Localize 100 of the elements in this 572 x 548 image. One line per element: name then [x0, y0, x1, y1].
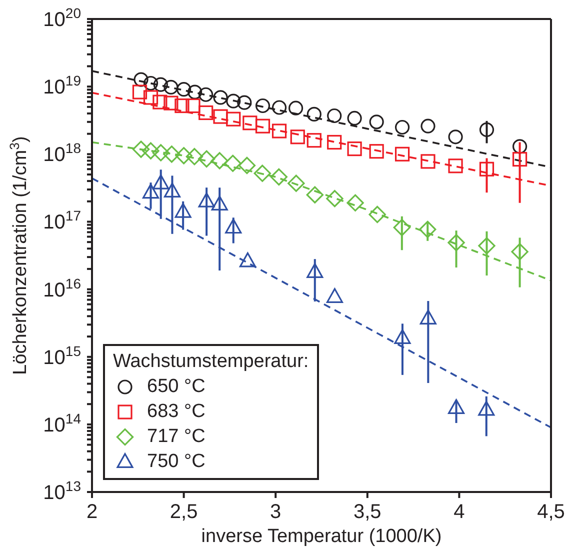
point [270, 168, 288, 186]
point [226, 112, 241, 126]
point [152, 94, 168, 110]
point [176, 82, 192, 97]
point [448, 130, 463, 144]
point [288, 100, 304, 116]
legend-title: Wachstumstemperatur: [113, 351, 309, 372]
point [272, 124, 287, 138]
point [326, 288, 343, 303]
y-tick-label: 10$^{18}$ [43, 140, 82, 166]
point [478, 237, 496, 254]
point [327, 108, 342, 124]
y-tick-label: 10$^{17}$ [43, 208, 82, 234]
point [188, 84, 202, 100]
point [238, 156, 256, 174]
y-tick-label: 10$^{19}$ [43, 72, 82, 99]
point [142, 142, 160, 160]
point [132, 84, 148, 100]
point [211, 152, 228, 170]
point [272, 100, 287, 115]
point [306, 133, 322, 148]
x-tick-label: 2 [86, 501, 98, 523]
point [512, 139, 528, 154]
point [369, 114, 384, 130]
point [368, 206, 386, 224]
point [152, 144, 170, 162]
point [213, 90, 228, 105]
point [174, 202, 192, 218]
point [511, 243, 528, 260]
point [394, 329, 411, 344]
point [290, 130, 305, 144]
point [288, 174, 305, 192]
point [198, 105, 214, 120]
point [211, 196, 228, 210]
point [242, 116, 258, 130]
point [478, 400, 495, 416]
y-tick-label: 10$^{15}$ [43, 342, 82, 369]
point [186, 98, 200, 114]
point [448, 234, 465, 252]
point [393, 218, 411, 236]
point [163, 146, 180, 163]
point [239, 252, 256, 268]
point [186, 148, 204, 166]
point [224, 154, 242, 172]
point [153, 77, 168, 92]
point [420, 154, 436, 169]
legend-label: 650 °C [147, 375, 206, 399]
point [479, 122, 494, 137]
point [254, 164, 271, 182]
point [142, 184, 160, 199]
x-tick-label: 4,5 [537, 501, 565, 523]
point [394, 120, 410, 135]
point [347, 110, 362, 126]
point [198, 192, 215, 208]
point [255, 118, 270, 134]
point [479, 162, 494, 176]
point [420, 310, 436, 324]
point [143, 90, 158, 105]
legend-label: 750 °C [147, 450, 206, 474]
x-axis-title: inverse Temperatur (1000/K) [201, 526, 442, 547]
y-tick-label: 10$^{20}$ [43, 5, 82, 31]
point [237, 95, 252, 110]
point [198, 87, 214, 102]
legend-label: 683 °C [147, 400, 206, 424]
point [448, 158, 463, 174]
point [174, 98, 190, 114]
point [213, 109, 228, 124]
point [394, 146, 410, 162]
point [448, 399, 465, 414]
point [419, 220, 436, 238]
point [132, 140, 150, 158]
point [512, 152, 528, 167]
point [306, 186, 324, 204]
point [164, 80, 178, 94]
point [327, 134, 342, 150]
point [225, 218, 242, 234]
point [347, 141, 362, 156]
x-tick-label: 3 [270, 501, 282, 523]
point [306, 263, 324, 278]
x-tick-label: 3,5 [353, 501, 382, 523]
point [306, 106, 322, 122]
point [346, 194, 364, 212]
y-tick-label: 10$^{14}$ [43, 410, 82, 436]
point [164, 96, 178, 110]
y-tick-label: 10$^{13}$ [43, 478, 82, 504]
x-tick-label: 2,5 [170, 501, 198, 523]
point [134, 72, 148, 87]
point [420, 118, 436, 134]
point [198, 150, 216, 168]
y-tick-label: 10$^{16}$ [43, 275, 82, 302]
point [152, 174, 170, 190]
point [143, 76, 158, 91]
point [326, 190, 344, 208]
x-tick-label: 4 [454, 501, 465, 523]
point [226, 94, 241, 108]
point [369, 144, 384, 159]
point [175, 147, 192, 164]
point [255, 98, 270, 114]
legend-label: 717 °C [147, 425, 206, 449]
point [164, 182, 181, 198]
